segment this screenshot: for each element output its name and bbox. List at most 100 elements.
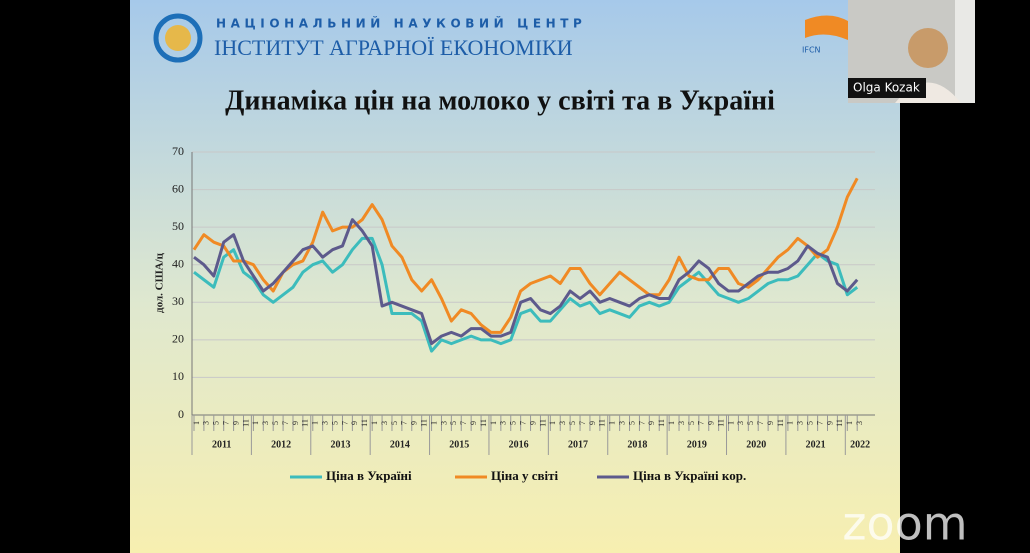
x-tick-label: 11 [301, 419, 310, 427]
x-tick-label: 11 [776, 419, 785, 427]
year-label: 2020 [746, 439, 766, 450]
x-tick-label: 1 [311, 421, 320, 425]
x-tick-label: 3 [202, 421, 211, 425]
x-tick-label: 7 [637, 421, 646, 425]
chart-title: Динаміка цін на молоко у світі та в Укра… [225, 85, 775, 116]
x-tick-label: 7 [756, 421, 765, 425]
year-label: 2015 [449, 439, 469, 450]
participant-name: Olga Kozak [853, 81, 920, 95]
x-tick-label: 9 [766, 421, 775, 425]
partner-logo: IFCN [802, 46, 821, 55]
ifcn-logo: IFCN [802, 15, 850, 55]
x-tick-label: 1 [370, 421, 379, 425]
x-tick-label: 9 [528, 421, 537, 425]
org-name: ІНСТИТУТ АГРАРНОЇ ЕКОНОМІКИ [214, 35, 573, 60]
x-tick-label: 1 [726, 421, 735, 425]
x-tick-label: 11 [538, 419, 547, 427]
x-tick-label: 5 [627, 421, 636, 425]
x-tick-label: 11 [657, 419, 666, 427]
x-tick-label: 7 [222, 421, 231, 425]
x-tick-label: 11 [479, 419, 488, 427]
x-tick-label: 5 [806, 421, 815, 425]
legend-label: Ціна в Україні [326, 468, 412, 483]
year-label: 2012 [271, 439, 291, 450]
x-tick-label: 9 [350, 421, 359, 425]
x-tick-label: 1 [845, 421, 854, 425]
x-tick-label: 9 [469, 421, 478, 425]
year-label: 2014 [390, 439, 410, 450]
video-tile: Olga Kozak [848, 0, 975, 103]
y-tick-label: 70 [172, 144, 184, 158]
x-tick-label: 11 [716, 419, 725, 427]
x-tick-label: 1 [548, 421, 557, 425]
x-tick-label: 11 [419, 419, 428, 427]
x-tick-label: 7 [815, 421, 824, 425]
x-tick-label: 9 [588, 421, 597, 425]
x-tick-label: 11 [241, 419, 250, 427]
x-tick-label: 3 [558, 421, 567, 425]
x-tick-label: 9 [707, 421, 716, 425]
x-tick-label: 7 [281, 421, 290, 425]
year-label: 2021 [806, 439, 826, 450]
x-tick-label: 1 [429, 421, 438, 425]
x-tick-label: 9 [647, 421, 656, 425]
x-tick-label: 5 [746, 421, 755, 425]
zoom-watermark: zoom [842, 497, 967, 551]
slide [130, 0, 900, 553]
x-tick-label: 3 [261, 421, 270, 425]
x-tick-label: 1 [251, 421, 260, 425]
year-label: 2013 [330, 439, 350, 450]
y-axis-label: дол. США/ц [154, 252, 166, 313]
x-tick-label: 7 [400, 421, 409, 425]
legend-label: Ціна в Україні кор. [633, 468, 746, 483]
x-tick-label: 5 [509, 421, 518, 425]
y-tick-label: 30 [172, 294, 184, 308]
x-tick-label: 5 [390, 421, 399, 425]
x-tick-label: 3 [380, 421, 389, 425]
x-tick-label: 11 [598, 419, 607, 427]
x-tick-label: 7 [459, 421, 468, 425]
year-label: 2017 [568, 439, 588, 450]
x-tick-label: 3 [736, 421, 745, 425]
x-tick-label: 11 [360, 419, 369, 427]
y-tick-label: 20 [172, 332, 184, 346]
x-tick-label: 3 [439, 421, 448, 425]
x-tick-label: 9 [231, 421, 240, 425]
y-tick-label: 10 [172, 369, 184, 383]
x-tick-label: 7 [518, 421, 527, 425]
x-tick-label: 1 [192, 421, 201, 425]
x-tick-label: 7 [340, 421, 349, 425]
x-tick-label: 9 [825, 421, 834, 425]
series-line [193, 218, 859, 346]
x-tick-label: 3 [617, 421, 626, 425]
year-label: 2018 [627, 439, 647, 450]
x-tick-label: 1 [786, 421, 795, 425]
x-tick-label: 1 [608, 421, 617, 425]
x-tick-label: 5 [212, 421, 221, 425]
series-line [193, 236, 859, 353]
x-tick-label: 3 [499, 421, 508, 425]
x-tick-label: 5 [568, 421, 577, 425]
x-tick-label: 3 [321, 421, 330, 425]
x-tick-label: 5 [330, 421, 339, 425]
x-tick-label: 3 [796, 421, 805, 425]
legend-label: Ціна у світі [491, 468, 559, 483]
x-tick-label: 3 [855, 421, 864, 425]
org-top: НАЦІОНАЛЬНИЙ НАУКОВИЙ ЦЕНТР [216, 16, 586, 31]
y-tick-label: 60 [172, 181, 184, 195]
year-label: 2016 [509, 439, 529, 450]
x-tick-label: 1 [667, 421, 676, 425]
x-tick-label: 9 [291, 421, 300, 425]
x-tick-label: 5 [271, 421, 280, 425]
y-tick-label: 40 [172, 256, 184, 270]
x-tick-label: 3 [677, 421, 686, 425]
year-label: 2011 [212, 439, 231, 450]
x-tick-label: 5 [687, 421, 696, 425]
year-label: 2019 [687, 439, 707, 450]
logo [153, 13, 203, 63]
y-tick-label: 0 [178, 407, 184, 421]
y-tick-label: 50 [172, 219, 184, 233]
